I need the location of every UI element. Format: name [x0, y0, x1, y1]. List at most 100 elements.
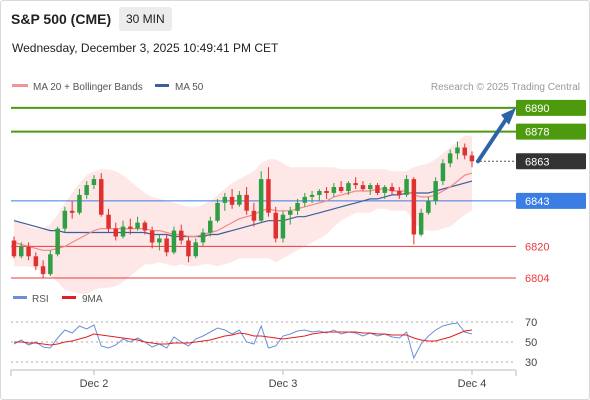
candle-body — [404, 179, 409, 195]
level-tag-6878 — [516, 123, 586, 140]
support-label-6804: 6804 — [525, 273, 549, 285]
candle-body — [309, 194, 315, 197]
x-axis: Dec 2 Dec 3 Dec 4 — [10, 369, 517, 390]
x-tick-label: Dec 4 — [458, 378, 487, 390]
rsi-tick-label: 50 — [525, 337, 537, 349]
candle-body — [360, 185, 366, 190]
legend: MA 20 + Bollinger Bands MA 50 Research ©… — [12, 82, 580, 93]
candle-body — [142, 222, 148, 231]
candle-body — [426, 200, 431, 213]
rsi-legend-label: RSI — [32, 294, 49, 305]
candles — [11, 141, 475, 279]
level-label-6843: 6843 — [525, 196, 549, 208]
candle-body — [397, 191, 402, 195]
candle-body — [331, 187, 337, 193]
candle-body — [69, 210, 75, 213]
forecast-arrow-line — [476, 115, 509, 164]
support-label-6820: 6820 — [525, 241, 549, 253]
candle-body — [368, 185, 373, 190]
candle-body — [48, 254, 53, 275]
candle-body — [273, 212, 278, 239]
candle-body — [346, 183, 351, 191]
candle-body — [295, 202, 300, 211]
ma20-line — [13, 172, 473, 251]
candle-body — [208, 220, 213, 233]
candle-body — [55, 228, 60, 255]
rsi-panel: RSI 9MA 70 50 30 — [11, 294, 537, 369]
candle-body — [26, 246, 31, 257]
ma9-legend-label: 9MA — [82, 294, 103, 305]
candle-body — [411, 179, 417, 235]
candle-body — [11, 240, 17, 257]
candle-body — [113, 228, 118, 237]
candle-body — [171, 230, 177, 253]
candle-body — [469, 155, 475, 162]
candle-body — [288, 210, 293, 215]
candle-body — [237, 194, 242, 205]
candle-body — [120, 226, 126, 237]
rsi-tick-label: 30 — [525, 357, 537, 369]
timeframe-badge[interactable]: 30 MIN — [119, 7, 172, 31]
candle-body — [382, 187, 387, 193]
candle-body — [179, 230, 184, 241]
instrument-title: S&P 500 (CME) — [11, 11, 112, 27]
candle-body — [193, 242, 198, 257]
candle-body — [266, 179, 271, 213]
candle-body — [353, 183, 358, 186]
candle-body — [418, 212, 424, 235]
candle-body — [215, 202, 220, 221]
level-labels: 6890 6878 6863 6843 6820 6804 — [516, 99, 586, 285]
candle-body — [375, 185, 380, 193]
candle-body — [455, 147, 460, 154]
candle-body — [33, 256, 39, 267]
last-price-label: 6863 — [525, 156, 549, 168]
candle-body — [62, 210, 68, 229]
ma9-legend-swatch — [62, 296, 76, 299]
forecast-arrow-head — [501, 107, 516, 125]
chart-datetime: Wednesday, December 3, 2025 10:49:41 PM … — [12, 41, 279, 55]
candle-body — [447, 153, 453, 164]
candle-body — [135, 222, 140, 229]
candle-body — [222, 196, 228, 203]
candle-body — [40, 266, 46, 275]
candle-body — [317, 191, 322, 195]
candle-body — [229, 196, 235, 205]
candle-body — [462, 147, 467, 156]
candle-body — [280, 214, 286, 239]
candle-body — [440, 163, 446, 182]
x-tick-label: Dec 2 — [80, 378, 109, 390]
rsi-legend-swatch — [13, 296, 27, 299]
bollinger-band-fill — [14, 135, 472, 294]
candle-body — [149, 230, 155, 243]
x-tick-label: Dec 3 — [269, 378, 298, 390]
candle-body — [84, 185, 89, 195]
ma50-legend-swatch — [155, 84, 169, 87]
candle-body — [157, 238, 162, 243]
moving-averages — [13, 172, 473, 251]
candle-body — [251, 210, 257, 221]
rsi-line — [13, 322, 473, 360]
candle-body — [324, 191, 329, 193]
level-label-6878: 6878 — [525, 127, 549, 139]
candle-body — [200, 232, 206, 243]
candle-body — [433, 181, 438, 201]
rsi-tick-label: 70 — [525, 317, 537, 329]
candle-body — [19, 246, 24, 257]
last-price-tag — [516, 153, 586, 170]
candle-body — [302, 196, 307, 203]
candle-body — [99, 179, 104, 215]
ma20-legend-swatch — [12, 84, 28, 87]
level-tag-6843 — [516, 192, 586, 209]
candle-body — [389, 187, 395, 191]
forecast-overlay — [476, 107, 516, 164]
price-levels — [11, 106, 516, 279]
candle-body — [244, 194, 249, 211]
candle-body — [164, 238, 169, 253]
candle-body — [338, 187, 344, 191]
level-label-6890: 6890 — [525, 103, 549, 115]
rsi-ma9-line — [14, 329, 473, 346]
ma20-legend-label: MA 20 + Bollinger Bands — [33, 82, 143, 93]
candle-body — [128, 226, 133, 229]
level-tag-6890 — [516, 99, 586, 116]
candle-body — [258, 179, 264, 221]
